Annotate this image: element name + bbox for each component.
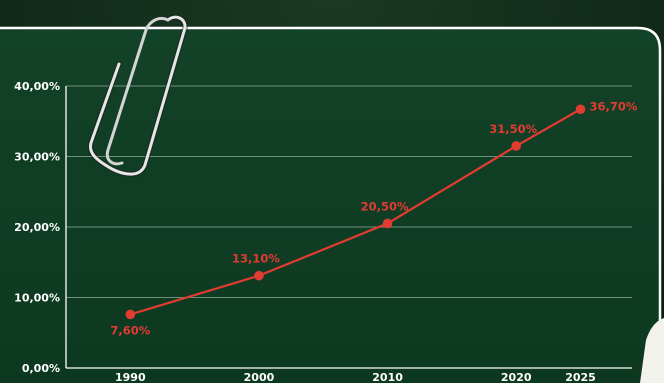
x-tick-label: 2020: [501, 371, 532, 383]
x-tick-label: 1990: [115, 371, 146, 383]
y-tick-label: 10,00%: [14, 292, 60, 305]
y-tick-label: 20,00%: [14, 221, 60, 234]
data-label: 20,50%: [361, 199, 409, 213]
paperclip-icon: [87, 14, 188, 177]
data-point: [511, 141, 522, 151]
data-point: [254, 270, 264, 281]
x-tick-label: 2010: [372, 371, 403, 383]
data-point: [125, 309, 136, 320]
chart-board: [0, 26, 662, 383]
grid-lines: [66, 85, 632, 298]
x-tick-label: 2000: [244, 371, 275, 383]
y-tick-label: 40,00%: [14, 80, 60, 93]
data-point: [382, 218, 393, 229]
y-tick-labels: 0,00% 10,00% 20,00% 30,00% 40,00%: [14, 80, 60, 375]
data-labels: 7,60% 13,10% 20,50% 31,50% 36,70%: [110, 99, 638, 337]
data-label: 31,50%: [489, 122, 537, 136]
data-label: 13,10%: [232, 252, 280, 266]
data-label: 36,70%: [590, 99, 638, 113]
series-group: [125, 104, 586, 320]
x-tick-label: 2025: [565, 371, 596, 383]
data-label: 7,60%: [110, 323, 150, 337]
data-point: [575, 104, 586, 115]
x-tick-labels: 1990 2000 2010 2020 2025: [115, 371, 596, 383]
y-tick-label: 30,00%: [14, 151, 60, 164]
axes: [65, 86, 632, 369]
y-tick-label: 0,00%: [22, 362, 60, 375]
person-shoulder-icon: [640, 318, 664, 383]
